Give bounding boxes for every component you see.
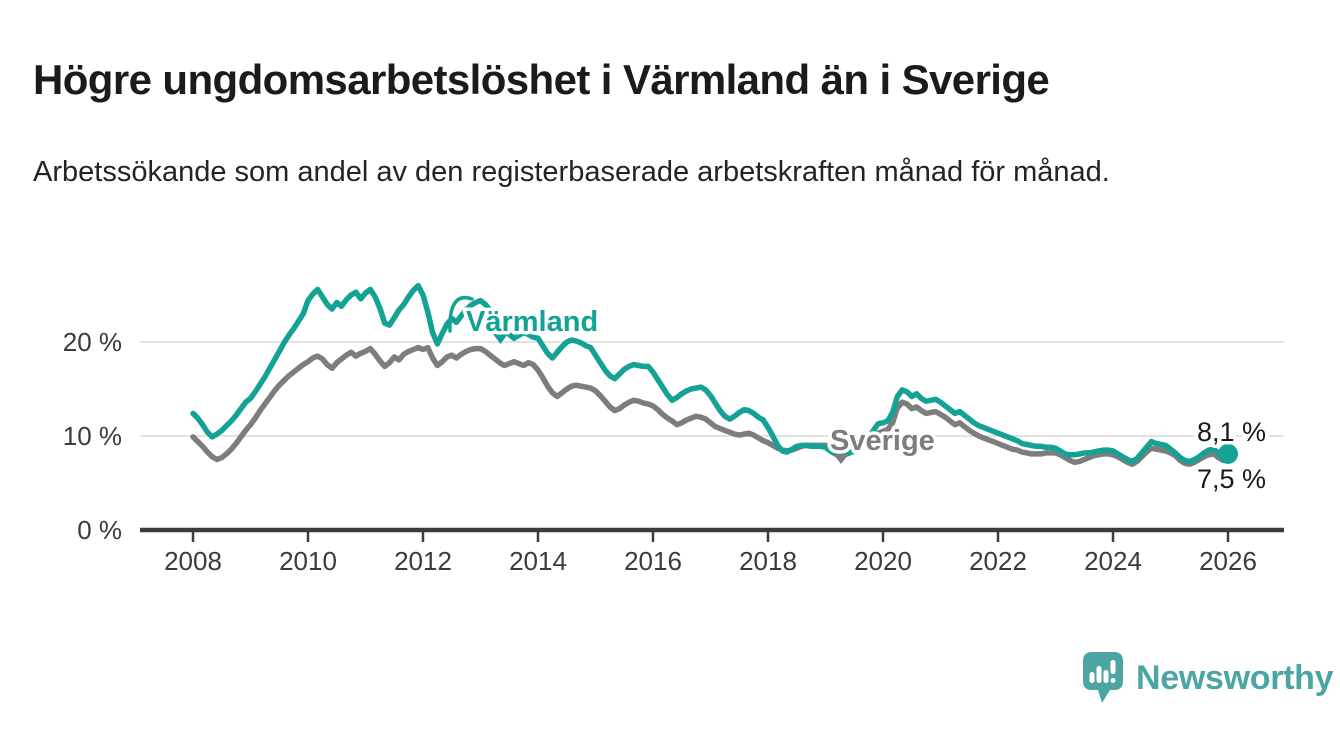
varmland-end-value: 8,1 % [1197, 417, 1266, 447]
y-tick-label: 10 % [63, 421, 122, 451]
arrow-down-icon [493, 334, 508, 344]
speech-bubble-shape [1083, 652, 1123, 703]
newsworthy-logo: Newsworthy [1083, 650, 1334, 706]
gridlines [140, 341, 1284, 437]
x-tick-label: 2020 [854, 546, 912, 576]
newsworthy-wordmark: Newsworthy [1136, 658, 1334, 697]
x-tick-label: 2026 [1199, 546, 1257, 576]
y-tick-labels: 20 % 10 % 0 % [63, 327, 122, 545]
x-tick-label: 2008 [164, 546, 222, 576]
x-tick-label: 2016 [624, 546, 682, 576]
newsworthy-logo-icon [1083, 652, 1123, 703]
sverige-end-value: 7,5 % [1197, 464, 1266, 494]
bar-chart-glyph [1089, 660, 1116, 683]
sverige-line [190, 344, 1231, 467]
exclamation-glyph [1110, 660, 1116, 674]
y-tick-label: 20 % [63, 327, 122, 357]
varmland-line [190, 282, 1231, 465]
varmland-end-dot [1218, 443, 1238, 464]
arrow-down-icon [833, 454, 849, 464]
sverige-label: Sverige [830, 425, 935, 457]
x-tick-label: 2022 [969, 546, 1027, 576]
exclamation-dot [1110, 678, 1116, 683]
page-title: Högre ungdomsarbetslöshet i Värmland än … [33, 56, 1050, 104]
x-ticks [191, 531, 1230, 542]
chart-subtitle: Arbetssökande som andel av den registerb… [33, 156, 1110, 188]
varmland-label-arrow [448, 295, 474, 333]
x-tick-label: 2014 [509, 546, 567, 576]
x-tick-label: 2010 [279, 546, 337, 576]
varmland-label: Värmland [466, 306, 598, 338]
x-tick-label: 2018 [739, 546, 797, 576]
y-tick-label: 0 % [77, 515, 122, 545]
x-tick-label: 2024 [1084, 546, 1142, 576]
x-tick-labels: 2008 2010 2012 2014 2016 2018 2020 2022 … [164, 546, 1257, 576]
x-tick-label: 2012 [394, 546, 452, 576]
